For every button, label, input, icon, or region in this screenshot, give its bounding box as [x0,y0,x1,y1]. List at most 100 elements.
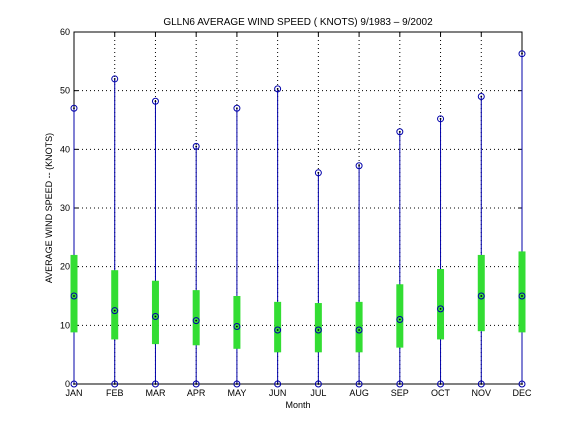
max-marker-oct [437,115,445,123]
max-marker-feb [111,75,119,83]
box-jul [314,303,322,353]
y-tick-labels: 0 10 20 30 40 50 60 [60,27,70,389]
median-marker-mar [151,313,159,321]
min-marker-dot-may [236,383,238,385]
min-marker-apr [192,380,200,388]
median-marker-nov [477,292,485,300]
min-marker-nov [477,380,485,388]
median-marker-dot-jul [317,329,320,331]
x-tick-label-nov: NOV [472,388,492,398]
min-marker-oct [437,380,445,388]
median-marker-dot-mar [154,315,157,318]
grid-layer [74,32,522,384]
x-tick-label-apr: APR [187,388,206,398]
max-marker-may [233,104,241,112]
min-marker-dot-jul [317,383,320,385]
x-tick-label-aug: AUG [349,388,369,398]
max-marker-nov [477,93,485,101]
x-tick-label-dec: DEC [512,388,532,398]
y-tick-label-2: 20 [60,262,70,272]
median-marker-dot-jun [276,329,279,331]
x-tick-label-mar: MAR [145,388,166,398]
median-marker-dot-apr [195,319,198,322]
median-marker-jun [274,326,282,334]
chart-title: GLLN6 AVERAGE WIND SPEED ( KNOTS) 9/1983… [163,17,433,28]
min-marker-dot-sep [398,383,401,385]
max-marker-jul [314,169,322,177]
min-marker-dot-aug [358,383,360,385]
min-marker-mar [151,380,159,388]
x-tick-label-feb: FEB [106,388,124,398]
median-marker-dec [518,292,526,300]
max-marker-dot-jul [317,171,320,174]
min-marker-may [233,380,241,388]
median-marker-dot-aug [358,329,360,331]
max-marker-dot-aug [358,164,360,167]
y-tick-label-5: 50 [60,86,70,96]
box-may [233,296,241,349]
data-layer [70,50,526,388]
max-marker-jan [70,104,78,112]
median-marker-dot-jan [73,295,75,297]
min-marker-aug [355,380,363,388]
x-tick-label-jul: JUL [310,388,326,398]
median-marker-may [233,323,241,331]
x-tick-label-jun: JUN [269,388,287,398]
median-marker-dot-dec [521,295,523,297]
x-tick-label-may: MAY [227,388,246,398]
x-tick-label-jan: JAN [65,388,82,398]
y-tick-label-6: 60 [60,27,70,37]
median-marker-feb [111,307,119,315]
x-tick-label-sep: SEP [391,388,409,398]
min-marker-jun [274,380,282,388]
median-marker-dot-sep [398,318,401,321]
min-marker-dot-apr [195,383,198,385]
min-marker-dot-feb [113,383,116,385]
box-oct [437,269,445,340]
min-marker-jan [70,380,78,388]
max-marker-jun [274,85,282,93]
max-marker-dot-jan [73,107,75,110]
box-feb [111,270,119,340]
max-marker-dot-oct [439,117,442,120]
max-marker-apr [192,142,200,150]
max-marker-sep [396,128,404,136]
y-tick-label-0: 0 [65,379,70,389]
max-marker-dot-nov [480,95,483,98]
median-marker-oct [437,305,445,313]
x-tick-labels: JAN FEB MAR APR MAY JUN JUL AUG SEP OCT NOV DEC [65,388,532,398]
max-marker-dot-mar [154,100,157,103]
y-tick-label-3: 30 [60,203,70,213]
min-marker-dot-dec [521,383,523,385]
max-marker-dot-jun [276,88,279,90]
max-marker-dot-apr [195,145,198,148]
median-marker-dot-nov [480,295,483,297]
box-mar [151,280,159,345]
min-marker-dot-jan [73,383,75,385]
median-marker-dot-oct [439,308,442,310]
median-marker-jan [70,292,78,300]
y-axis-label: AVERAGE WIND SPEED -- (KNOTS) [44,133,54,283]
max-marker-dot-sep [398,130,401,133]
min-marker-dot-mar [154,383,157,385]
median-marker-apr [192,317,200,325]
min-marker-dot-jun [276,383,279,385]
y-tick-label-1: 10 [60,320,70,330]
min-marker-feb [111,380,119,388]
min-marker-dot-oct [439,383,442,385]
box-jan [70,254,78,333]
max-marker-dot-feb [113,78,116,80]
median-marker-dot-may [236,325,238,328]
median-marker-jul [314,326,322,334]
median-marker-aug [355,326,363,334]
max-marker-aug [355,162,363,170]
max-marker-dot-may [236,107,238,110]
y-tick-label-4: 40 [60,144,70,154]
min-marker-jul [314,380,322,388]
x-tick-label-oct: OCT [431,388,451,398]
box-dec [518,251,526,333]
max-marker-mar [151,97,159,105]
median-marker-dot-feb [113,309,116,312]
max-marker-dec [518,50,526,58]
